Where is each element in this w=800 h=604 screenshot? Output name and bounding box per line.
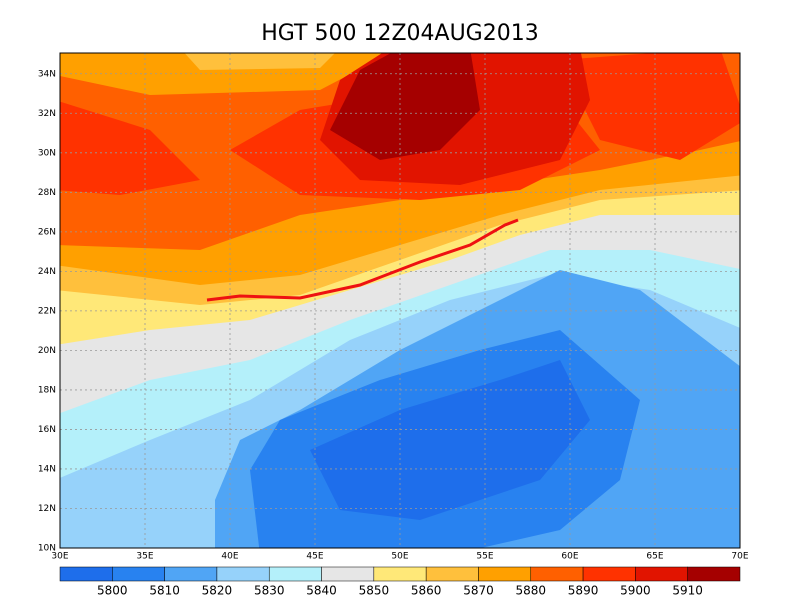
- colorbar-label: 5860: [411, 584, 442, 598]
- lon-label: 60E: [561, 552, 578, 562]
- colorbar-label: 5880: [515, 584, 546, 598]
- colorbar: 5800 5810 5820 5830 5840 5850 5860 5870 5880 5890…: [59, 566, 741, 598]
- height-region: [184, 53, 335, 70]
- lat-label: 14N: [38, 464, 56, 474]
- colorbar-label: 5800: [97, 584, 128, 598]
- colorbar-box: [321, 566, 375, 582]
- colorbar-label: 5840: [306, 584, 337, 598]
- height-region: [310, 360, 590, 520]
- lat-label: 20N: [38, 346, 56, 356]
- lat-label: 10N: [38, 544, 56, 554]
- colorbar-box: [59, 566, 113, 582]
- colorbar-box: [478, 566, 532, 582]
- lon-label: 65E: [646, 552, 663, 562]
- lat-label: 16N: [38, 425, 56, 435]
- colorbar-label: 5890: [568, 584, 599, 598]
- ridge-line: [206, 218, 519, 302]
- colorbar-box: [112, 566, 165, 582]
- lat-label: 30N: [38, 148, 56, 158]
- lat-label: 18N: [38, 385, 56, 395]
- colorbar-box: [164, 566, 218, 582]
- colorbar-box: [530, 566, 584, 582]
- lon-label: 50E: [391, 552, 408, 562]
- colorbar-label: 5830: [254, 584, 285, 598]
- lon-label: 55E: [476, 552, 493, 562]
- colorbar-label: 5850: [359, 584, 390, 598]
- colorbar-label: 5900: [620, 584, 651, 598]
- lat-label: 32N: [38, 109, 56, 119]
- map-frame: [59, 52, 741, 549]
- lat-label: 28N: [38, 188, 56, 198]
- colorbar-box: [268, 566, 322, 582]
- lon-label: 70E: [731, 552, 748, 562]
- height-region: [60, 101, 200, 195]
- colorbar-box: [216, 566, 270, 582]
- colorbar-label: 5910: [672, 584, 703, 598]
- lat-label: 12N: [38, 504, 56, 514]
- axis-labels: 30E 35E 40E 45E 50E 55E 60E 65E 70E 10N 12N 14N 16N 1…: [38, 69, 749, 561]
- lat-label: 24N: [38, 267, 56, 277]
- height-region: [330, 53, 480, 160]
- colorbar-box: [635, 566, 688, 582]
- colorbar-label: 5870: [463, 584, 494, 598]
- height-region: [560, 53, 740, 160]
- colorbar-label: 5820: [202, 584, 233, 598]
- lon-label: 45E: [306, 552, 323, 562]
- colorbar-box: [425, 566, 479, 582]
- lat-label: 26N: [38, 227, 56, 237]
- colorbar-label: 5810: [149, 584, 180, 598]
- lat-label: 34N: [38, 69, 56, 79]
- lon-label: 30E: [51, 552, 68, 562]
- colorbar-box: [687, 566, 741, 582]
- lon-label: 40E: [221, 552, 238, 562]
- lon-label: 35E: [136, 552, 153, 562]
- map-title: HGT 500 12Z04AUG2013: [261, 21, 538, 46]
- lat-label: 22N: [38, 306, 56, 316]
- colorbar-box: [373, 566, 427, 582]
- map-area: [60, 53, 740, 548]
- colorbar-box: [582, 566, 636, 582]
